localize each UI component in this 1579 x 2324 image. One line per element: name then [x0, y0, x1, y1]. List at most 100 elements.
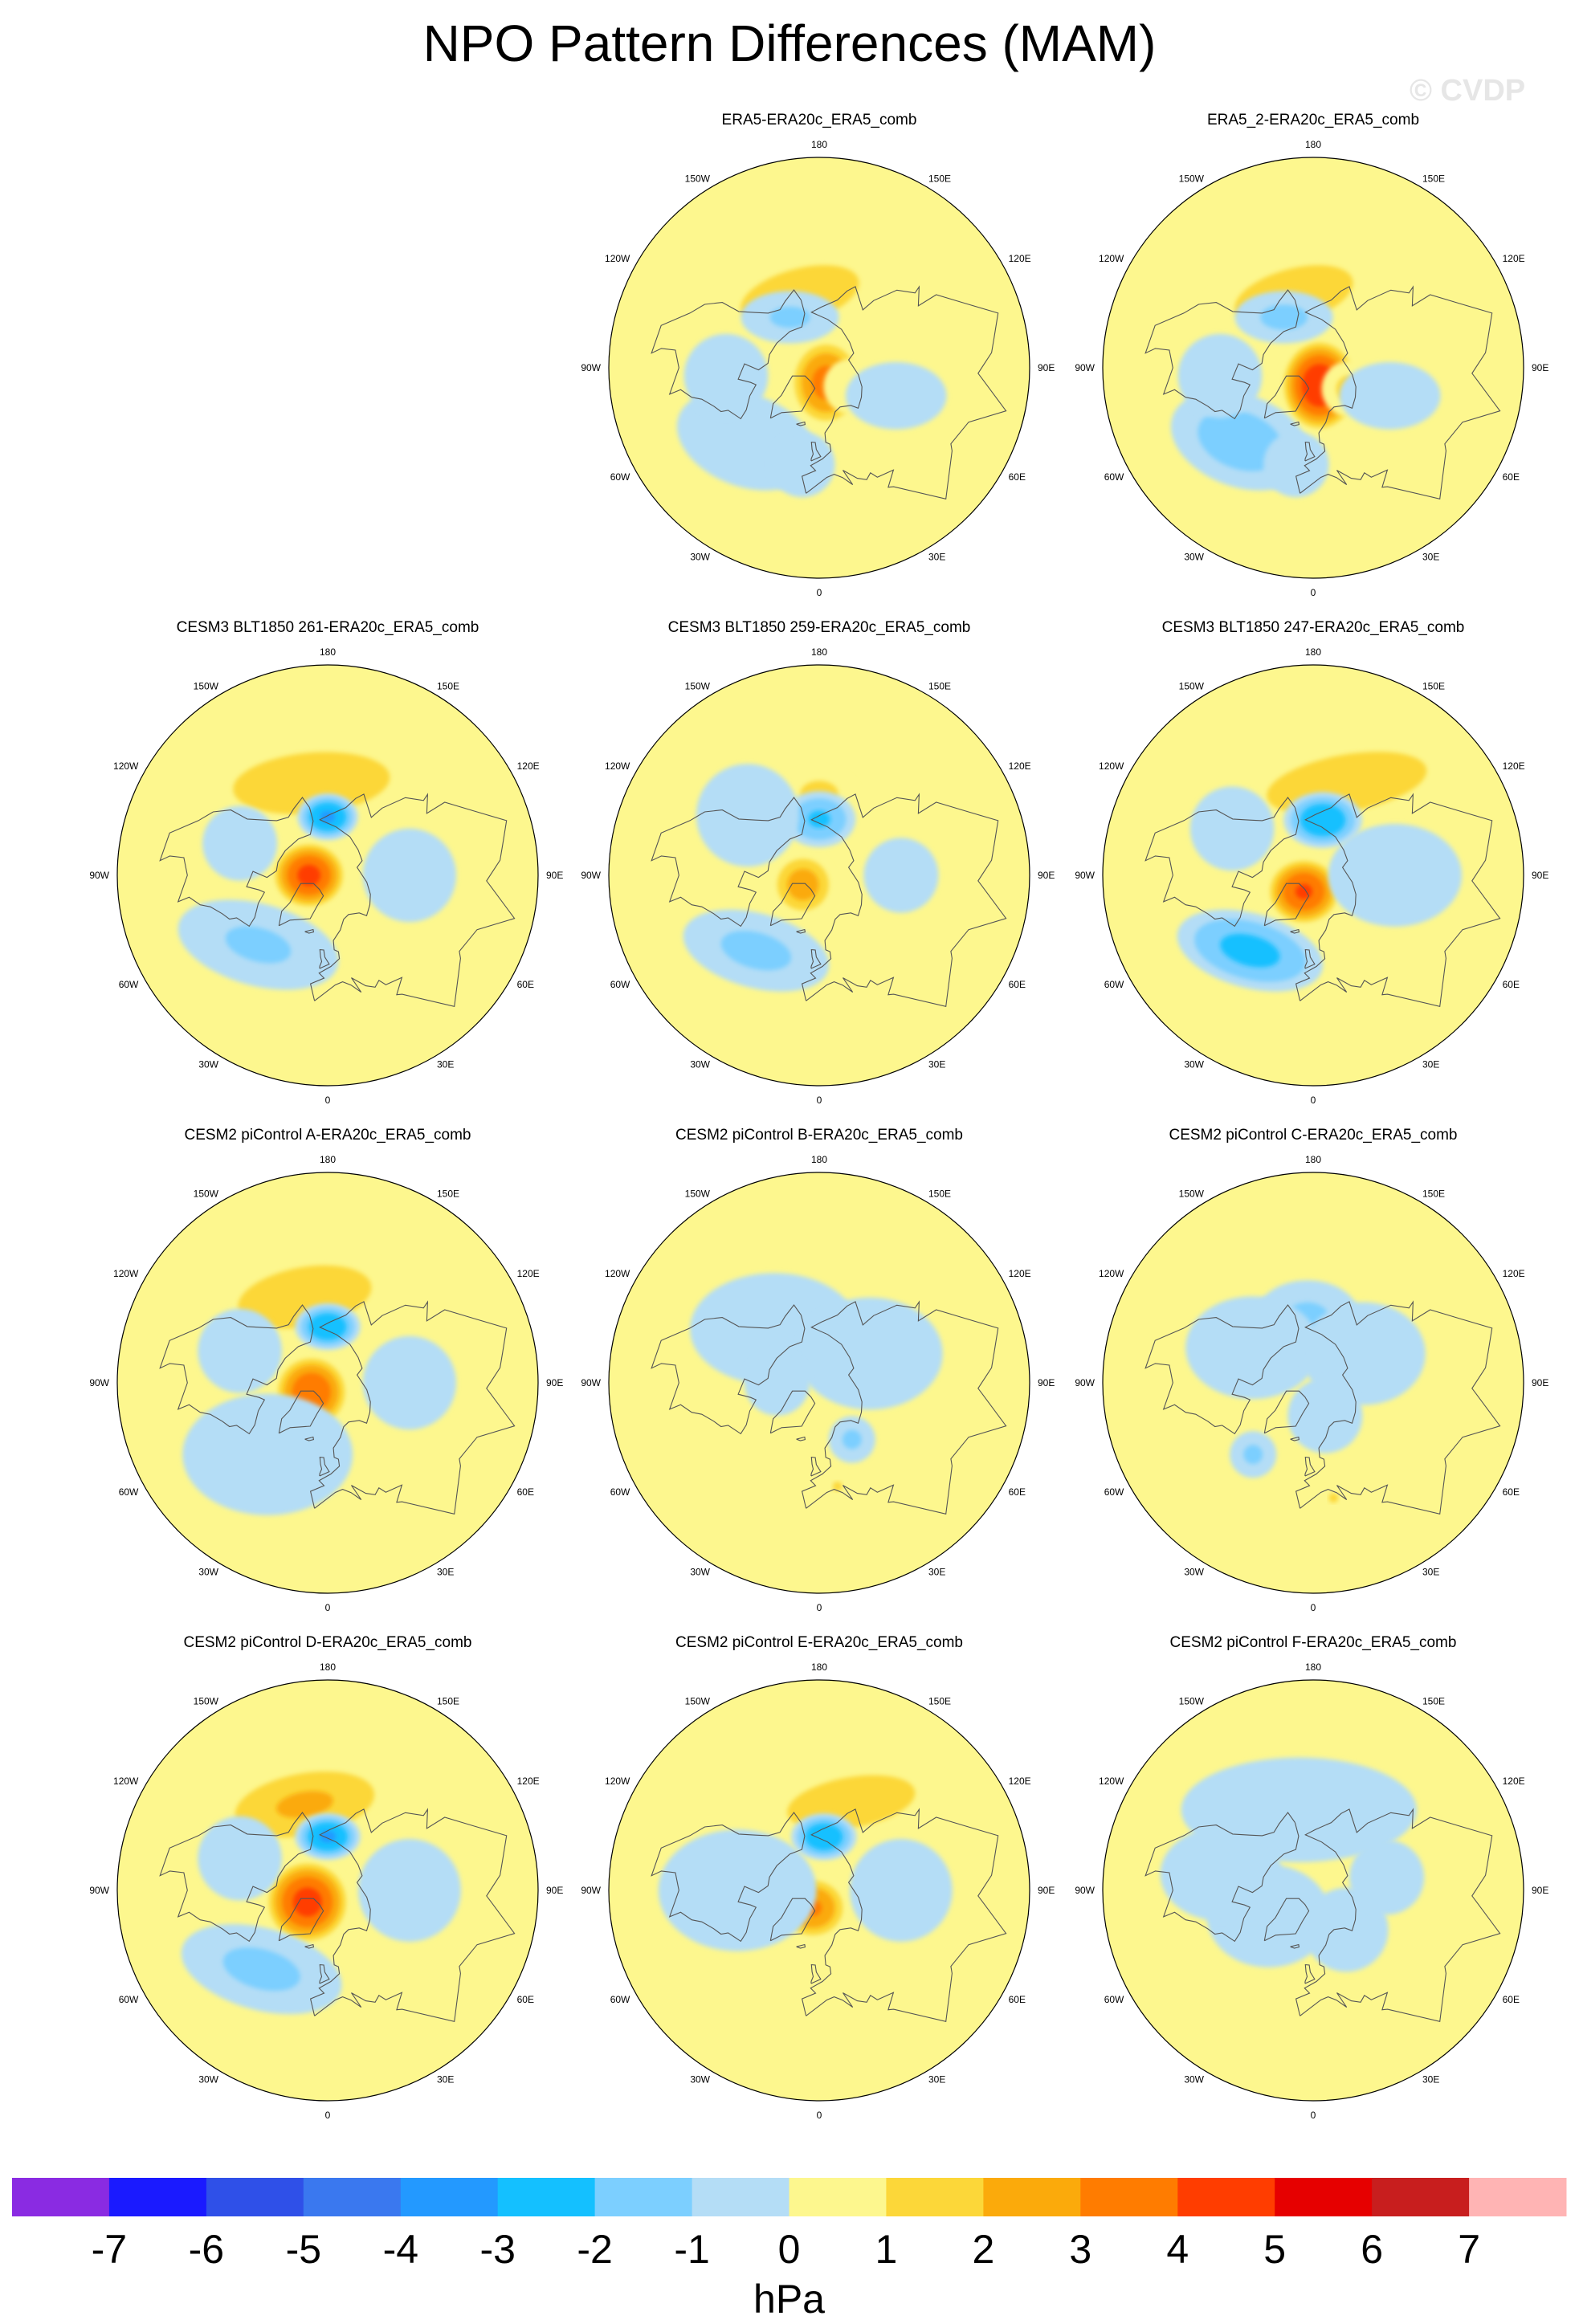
map-panel: CESM2 piControl C-ERA20c_ERA5_comb 180 150…: [1072, 1126, 1554, 1640]
map-panel: CESM2 piControl E-ERA20c_ERA5_comb 180 150…: [578, 1633, 1060, 2147]
colorbar-box: [1372, 2178, 1470, 2216]
longitude-label: 150W: [194, 680, 219, 691]
longitude-label: 150W: [194, 1188, 219, 1199]
longitude-label: 180: [1305, 139, 1321, 150]
longitude-label: 90E: [1532, 1377, 1548, 1388]
longitude-label: 150W: [1179, 1695, 1205, 1706]
negative-anomaly-contour: [319, 1830, 337, 1843]
coastline: [801, 1300, 1007, 1515]
longitude-label: 30W: [690, 1059, 710, 1070]
longitude-label: 120W: [605, 253, 630, 264]
longitude-label: 90W: [1075, 1885, 1095, 1896]
longitude-label: 60W: [119, 979, 139, 990]
longitude-label: 30E: [437, 1567, 454, 1578]
longitude-label: 90W: [89, 1885, 109, 1896]
longitude-label: 120E: [1009, 253, 1031, 264]
negative-anomaly-contour: [1349, 1840, 1425, 1915]
positive-anomaly-contour: [292, 1887, 322, 1917]
longitude-label: 60W: [1104, 1994, 1124, 2005]
colorbar-tick-label: 6: [1361, 2227, 1383, 2272]
longitude-label: 120W: [1099, 1776, 1124, 1787]
longitude-label: 0: [817, 1602, 822, 1613]
coastline: [1144, 797, 1300, 928]
longitude-label: 150E: [928, 1188, 951, 1199]
map-panel: CESM3 BLT1850 261-ERA20c_ERA5_comb 180 150…: [87, 618, 569, 1132]
colorbar-box: [108, 2178, 207, 2216]
longitude-label: 90W: [1075, 362, 1095, 373]
longitude-label: 120E: [1009, 1268, 1031, 1279]
longitude-label: 150E: [928, 173, 951, 184]
longitude-label: 30W: [198, 1567, 218, 1578]
colorbar-tick-label: 5: [1263, 2227, 1286, 2272]
longitude-label: 150E: [1422, 680, 1445, 691]
colorbar-box: [789, 2178, 887, 2216]
longitude-label: 60W: [610, 1486, 630, 1498]
colorbar-tick-label: 1: [875, 2227, 897, 2272]
longitude-label: 150E: [1422, 1188, 1445, 1199]
cvdp-watermark: © CVDP: [1410, 74, 1526, 108]
longitude-label: 30W: [690, 552, 710, 563]
longitude-label: 60E: [1503, 979, 1520, 990]
coastline: [651, 1304, 806, 1435]
coastline: [796, 928, 806, 934]
map-panel: CESM2 piControl B-ERA20c_ERA5_comb 180 150…: [578, 1126, 1060, 1640]
polar-map: 180 150E 120E 90E 60E 30E 0 30W 60W 90W 120W 150W: [581, 139, 1055, 598]
longitude-label: 60E: [517, 1994, 534, 2005]
colorbar-tick-label: 0: [778, 2227, 801, 2272]
panel-title: CESM2 piControl A-ERA20c_ERA5_comb: [184, 1127, 471, 1144]
negative-anomaly-contour: [720, 931, 792, 971]
negative-anomaly-contour: [1189, 786, 1275, 871]
longitude-label: 30W: [1184, 1567, 1204, 1578]
longitude-label: 180: [811, 1661, 827, 1673]
map-border: [608, 1172, 1030, 1594]
coastline: [651, 1812, 806, 1943]
longitude-label: 120E: [1503, 1268, 1525, 1279]
panel-title: CESM3 BLT1850 259-ERA20c_ERA5_comb: [667, 619, 971, 636]
panel-title: CESM3 BLT1850 247-ERA20c_ERA5_comb: [1161, 619, 1465, 636]
coastline: [159, 1812, 314, 1943]
coastline: [796, 1943, 806, 1949]
colorbar-tick-label: -5: [286, 2227, 321, 2272]
map-panel: CESM3 BLT1850 247-ERA20c_ERA5_comb 180 150…: [1072, 618, 1554, 1132]
negative-anomaly-contour: [863, 838, 939, 913]
map-panel: CESM2 piControl D-ERA20c_ERA5_comb 180 150…: [87, 1633, 569, 2147]
longitude-label: 90E: [1532, 870, 1548, 881]
polar-map: 180 150E 120E 90E 60E 30E 0 30W 60W 90W 120W 150W: [581, 1154, 1055, 1613]
longitude-label: 150W: [685, 1695, 711, 1706]
longitude-label: 30E: [928, 1059, 945, 1070]
coastline: [769, 883, 816, 927]
coastline: [810, 441, 822, 462]
longitude-label: 150W: [1179, 680, 1205, 691]
longitude-label: 90E: [1038, 362, 1055, 373]
colorbar-tick-label: -6: [189, 2227, 224, 2272]
longitude-label: 120W: [113, 1268, 139, 1279]
coastline: [278, 1898, 324, 1942]
longitude-label: 90E: [1038, 1377, 1055, 1388]
longitude-label: 30E: [928, 2074, 945, 2085]
coastline: [1304, 1963, 1316, 1984]
coastline: [1290, 421, 1300, 426]
colorbar-box: [303, 2178, 402, 2216]
coastline: [796, 1436, 806, 1441]
colorbar-box: [497, 2178, 596, 2216]
panel-title: CESM2 piControl C-ERA20c_ERA5_comb: [1169, 1127, 1458, 1144]
longitude-label: 180: [811, 1154, 827, 1165]
polar-map: 180 150E 120E 90E 60E 30E 0 30W 60W 90W 120W 150W: [1075, 1154, 1548, 1613]
longitude-label: 120W: [605, 760, 630, 772]
longitude-label: 30E: [1422, 552, 1439, 563]
longitude-label: 120W: [113, 1776, 139, 1787]
longitude-label: 30W: [198, 1059, 218, 1070]
positive-anomaly-contour: [233, 752, 390, 815]
longitude-label: 30E: [437, 2074, 454, 2085]
negative-anomaly-contour: [1198, 410, 1283, 471]
negative-anomaly-contour: [849, 1839, 953, 1942]
negative-anomaly-contour: [842, 1429, 862, 1449]
longitude-label: 150W: [1179, 1188, 1205, 1199]
longitude-label: 120W: [1099, 760, 1124, 772]
longitude-label: 180: [1305, 1154, 1321, 1165]
map-panel: CESM3 BLT1850 259-ERA20c_ERA5_comb 180 150…: [578, 618, 1060, 1132]
longitude-label: 90E: [546, 1377, 563, 1388]
coastline: [1295, 1808, 1501, 2022]
coastline: [801, 793, 1007, 1007]
longitude-label: 120E: [517, 1776, 540, 1787]
